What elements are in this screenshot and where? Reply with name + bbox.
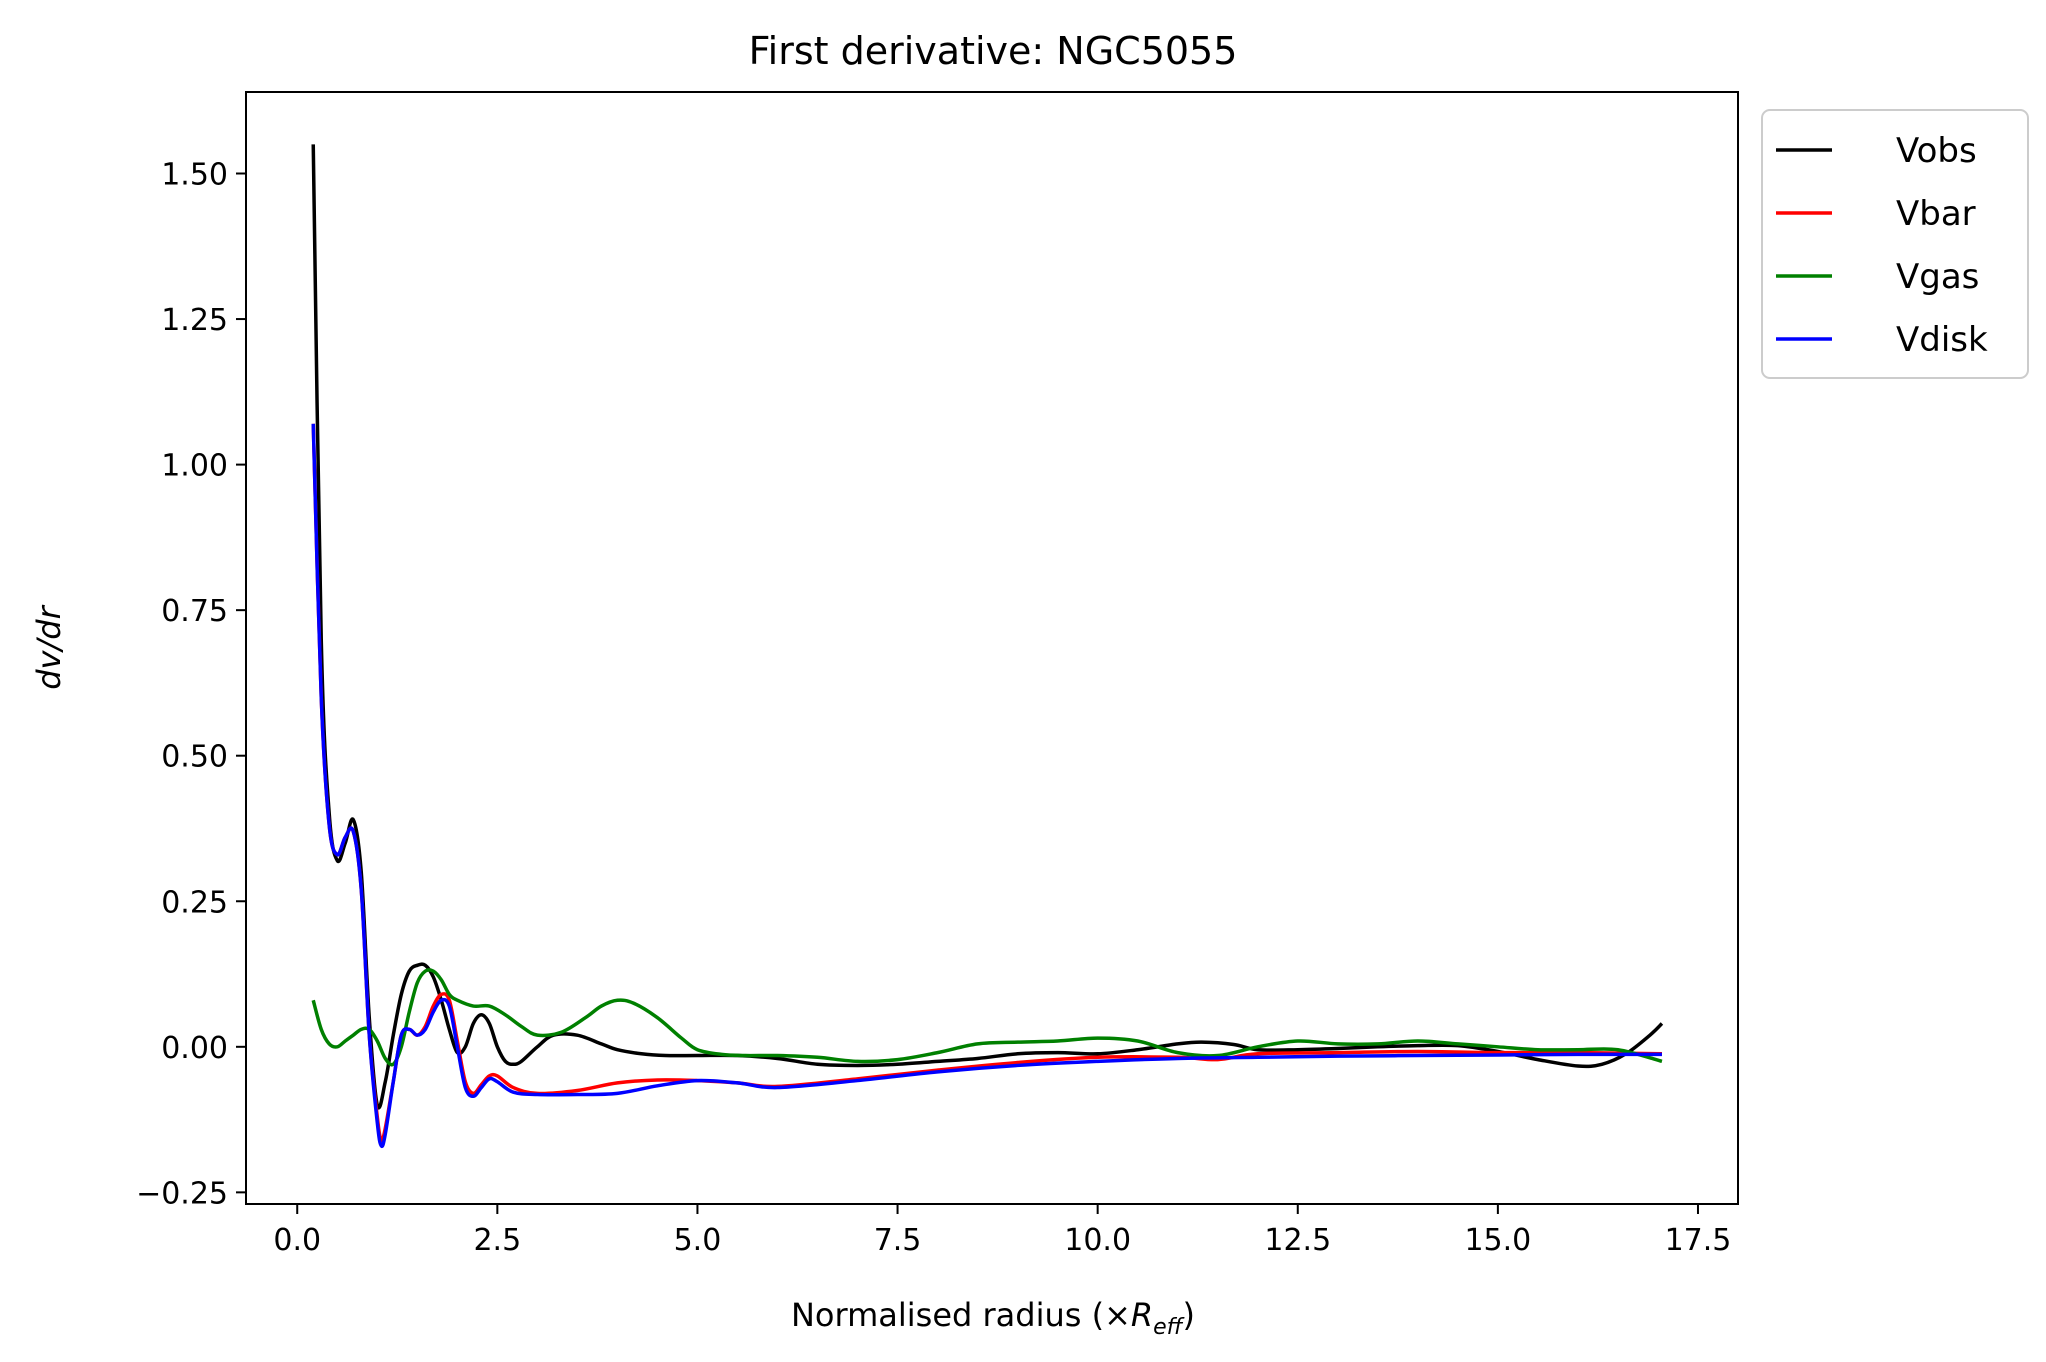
x-tick-label: 15.0 <box>1464 1223 1531 1258</box>
y-tick-label: 0.25 <box>161 885 228 920</box>
x-axis-label-italic: R <box>1131 1296 1153 1334</box>
x-tick-label: 0.0 <box>273 1223 321 1258</box>
legend-label-vdisk: Vdisk <box>1896 320 1988 360</box>
x-axis-label-main: Normalised radius (× <box>791 1296 1131 1334</box>
legend-label-vgas: Vgas <box>1896 257 1979 297</box>
x-tick-label: 10.0 <box>1064 1223 1131 1258</box>
y-tick-label: 1.25 <box>161 303 228 338</box>
y-tick-label: 1.00 <box>161 449 228 484</box>
y-axis: −0.25 0.00 0.25 0.50 0.75 1.00 1.25 1.50 <box>136 158 246 1211</box>
series-lines <box>311 144 1664 1149</box>
plot-area <box>245 91 1739 1205</box>
x-axis-label: Normalised radius (×Reff) <box>791 1296 1195 1340</box>
x-tick-label: 2.5 <box>473 1223 521 1258</box>
y-tick-label: 0.75 <box>161 594 228 629</box>
x-tick-label: 5.0 <box>674 1223 722 1258</box>
legend-label-vbar: Vbar <box>1896 194 1976 234</box>
x-tick-label: 17.5 <box>1665 1223 1732 1258</box>
x-axis-label-sub: eff <box>1153 1315 1185 1340</box>
x-axis-label-close: ) <box>1183 1296 1195 1334</box>
series-line-vdisk <box>311 423 1662 1149</box>
y-tick-label: 1.50 <box>161 158 228 193</box>
series-line-vbar <box>311 423 1662 1143</box>
legend: Vobs Vbar Vgas Vdisk <box>1761 109 2029 379</box>
legend-box <box>1761 109 2029 379</box>
x-axis: 0.0 2.5 5.0 7.5 10.0 12.5 15.0 17.5 <box>273 1204 1731 1258</box>
y-tick-label: −0.25 <box>136 1176 228 1211</box>
x-tick-label: 12.5 <box>1264 1223 1331 1258</box>
chart-title: First derivative: NGC5055 <box>749 29 1238 73</box>
series-line-vgas <box>311 968 1663 1067</box>
y-axis-label: dv/dr <box>30 604 68 689</box>
x-tick-label: 7.5 <box>874 1223 922 1258</box>
y-tick-label: 0.00 <box>161 1031 228 1066</box>
legend-label-vobs: Vobs <box>1896 131 1977 171</box>
y-tick-label: 0.50 <box>161 740 228 775</box>
series-line-vobs <box>311 144 1664 1110</box>
